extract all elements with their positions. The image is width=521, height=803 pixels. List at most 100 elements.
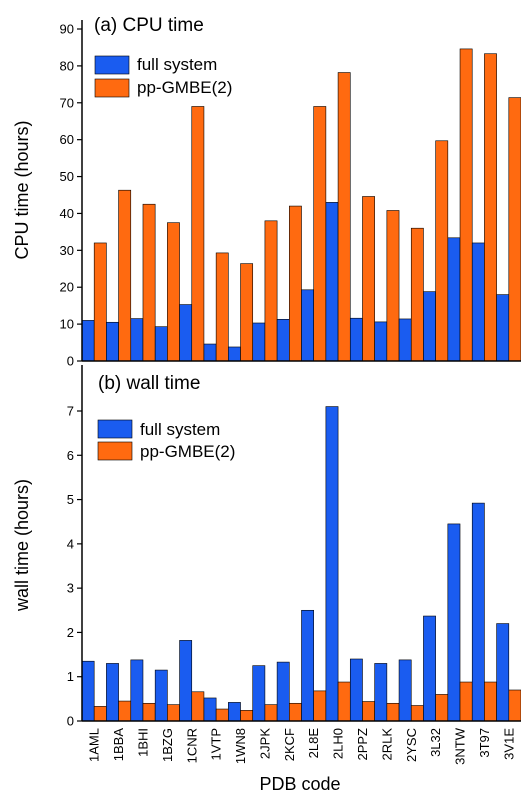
category-label-1BZG: 1BZG bbox=[160, 728, 175, 762]
cpu-bar-2YSC-full-system bbox=[398, 318, 412, 362]
wall-bar-1VTP-full-system bbox=[203, 697, 217, 722]
wall-bar-1BBA-full-system bbox=[106, 663, 119, 722]
wall-bar-2L8E-full-system bbox=[301, 609, 314, 722]
wall-bar-3L32-pp-gmbe bbox=[435, 694, 449, 722]
wall-bar-2YSC-pp-gmbe bbox=[410, 705, 424, 722]
cpu-bar-2PPZ-full-system bbox=[349, 317, 363, 362]
wall-legend-pp-swatch bbox=[97, 441, 133, 461]
cpu-bar-2L8E-full-system bbox=[301, 289, 314, 362]
wall-time-y-ticks: 0 1 2 3 4 5 6 7 bbox=[67, 404, 82, 729]
cpu-bar-3T97-full-system bbox=[471, 242, 485, 362]
cpu-bar-2KCF-full-system bbox=[276, 319, 290, 362]
wall-bar-3NTW-full-system bbox=[447, 523, 461, 722]
wall-bar-2JPK-full-system bbox=[252, 665, 266, 722]
cpu-time-bars bbox=[81, 48, 521, 362]
wall-bar-3NTW-pp-gmbe bbox=[459, 681, 473, 722]
wall-y-tick-label-6: 6 bbox=[67, 448, 74, 463]
wall-y-tick-label-4: 4 bbox=[67, 536, 74, 551]
cpu-bar-1CNR-full-system bbox=[179, 304, 193, 362]
wall-y-tick-label-1: 1 bbox=[67, 669, 74, 684]
wall-bar-1BBA-pp-gmbe bbox=[118, 700, 132, 722]
wall-bar-2RLK-pp-gmbe bbox=[386, 702, 400, 722]
category-label-1CNR: 1CNR bbox=[184, 728, 199, 763]
wall-time-y-axis-title: wall time (hours) bbox=[12, 479, 32, 612]
cpu-bar-2L8E-pp-gmbe bbox=[313, 106, 327, 362]
cpu-bar-3NTW-full-system bbox=[447, 237, 461, 362]
cpu-bar-1CNR-pp-gmbe bbox=[191, 106, 205, 362]
cpu-bar-1VTP-pp-gmbe bbox=[215, 252, 229, 362]
wall-time-panel: 0 1 2 3 4 5 6 7 (b) wall time full system pp-GM… bbox=[12, 365, 521, 729]
category-label-1BHI: 1BHI bbox=[135, 728, 150, 757]
category-label-1AML: 1AML bbox=[87, 728, 102, 762]
category-label-2LH0: 2LH0 bbox=[331, 728, 346, 759]
category-label-1BBA: 1BBA bbox=[111, 728, 126, 762]
wall-bar-1BZG-pp-gmbe bbox=[167, 704, 180, 722]
wall-legend-full-swatch bbox=[97, 419, 133, 439]
wall-bar-3V1E-full-system bbox=[496, 623, 510, 722]
wall-bar-3T97-pp-gmbe bbox=[484, 681, 497, 722]
cpu-bar-3L32-pp-gmbe bbox=[435, 140, 449, 362]
wall-bar-2JPK-pp-gmbe bbox=[264, 704, 278, 722]
cpu-bar-2PPZ-pp-gmbe bbox=[362, 196, 375, 362]
cpu-bar-1AML-pp-gmbe bbox=[93, 242, 107, 362]
cpu-legend-pp-label: pp-GMBE(2) bbox=[137, 78, 232, 97]
wall-legend-pp-label: pp-GMBE(2) bbox=[140, 442, 235, 461]
cpu-bar-1WN8-full-system bbox=[228, 346, 241, 362]
cpu-bar-1BHI-full-system bbox=[130, 318, 144, 362]
wall-bar-1BHI-pp-gmbe bbox=[142, 702, 156, 722]
wall-bar-2L8E-pp-gmbe bbox=[313, 690, 327, 722]
wall-bar-2PPZ-full-system bbox=[349, 658, 363, 722]
wall-y-tick-label-0: 0 bbox=[67, 714, 74, 729]
cpu-legend-full-swatch bbox=[94, 55, 130, 75]
category-label-3T97: 3T97 bbox=[477, 728, 492, 758]
cpu-time-y-ticks: 0 10 20 30 40 50 60 70 80 90 bbox=[60, 22, 82, 369]
category-label-2L8E: 2L8E bbox=[306, 728, 321, 759]
wall-bar-2KCF-pp-gmbe bbox=[289, 702, 302, 722]
wall-bar-2LH0-pp-gmbe bbox=[337, 681, 351, 722]
category-label-2PPZ: 2PPZ bbox=[355, 728, 370, 761]
wall-bar-1AML-pp-gmbe bbox=[93, 706, 107, 722]
category-label-3NTW: 3NTW bbox=[453, 727, 468, 765]
cpu-y-tick-label-40: 40 bbox=[60, 206, 74, 221]
category-labels: 1AML 1BBA 1BHI 1BZG 1CNR 1VTP 1WN8 2JPK 2KCF 2L8E… bbox=[87, 727, 517, 765]
cpu-time-panel-title: (a) CPU time bbox=[94, 15, 204, 36]
category-label-2JPK: 2JPK bbox=[257, 728, 272, 759]
cpu-legend-pp-swatch bbox=[94, 78, 130, 98]
wall-bar-3T97-full-system bbox=[471, 502, 485, 722]
cpu-bar-3L32-full-system bbox=[423, 291, 436, 362]
wall-y-tick-label-7: 7 bbox=[67, 404, 74, 419]
cpu-bar-1BBA-pp-gmbe bbox=[118, 189, 132, 362]
cpu-bar-2RLK-full-system bbox=[374, 321, 388, 362]
cpu-bar-2JPK-pp-gmbe bbox=[264, 220, 278, 362]
cpu-bar-2YSC-pp-gmbe bbox=[410, 227, 424, 362]
wall-bar-2RLK-full-system bbox=[374, 663, 388, 722]
cpu-y-tick-label-10: 10 bbox=[60, 317, 74, 332]
cpu-bar-3NTW-pp-gmbe bbox=[459, 48, 473, 362]
cpu-y-tick-label-70: 70 bbox=[60, 95, 74, 110]
wall-bar-1VTP-pp-gmbe bbox=[215, 708, 229, 722]
wall-legend-full-label: full system bbox=[140, 420, 220, 439]
wall-bar-2LH0-full-system bbox=[325, 406, 339, 722]
wall-bar-1BZG-full-system bbox=[154, 669, 168, 722]
category-label-1WN8: 1WN8 bbox=[233, 728, 248, 764]
wall-y-tick-label-3: 3 bbox=[67, 581, 74, 596]
cpu-bar-1BHI-pp-gmbe bbox=[142, 203, 156, 362]
cpu-bar-2KCF-pp-gmbe bbox=[289, 205, 302, 362]
wall-bar-3L32-full-system bbox=[423, 615, 436, 722]
cpu-bar-2RLK-pp-gmbe bbox=[386, 210, 400, 362]
cpu-y-tick-label-0: 0 bbox=[67, 354, 74, 369]
wall-bar-2PPZ-pp-gmbe bbox=[362, 701, 375, 722]
wall-bar-1AML-full-system bbox=[81, 660, 95, 722]
wall-y-tick-label-5: 5 bbox=[67, 492, 74, 507]
wall-bar-1WN8-full-system bbox=[228, 702, 241, 722]
wall-bar-1CNR-full-system bbox=[179, 640, 193, 722]
x-axis-title: PDB code bbox=[259, 774, 340, 794]
category-label-2YSC: 2YSC bbox=[404, 728, 419, 762]
cpu-y-tick-label-50: 50 bbox=[60, 169, 74, 184]
wall-bar-2YSC-full-system bbox=[398, 659, 412, 722]
cpu-bar-2LH0-pp-gmbe bbox=[337, 72, 351, 362]
wall-time-panel-title: (b) wall time bbox=[98, 373, 200, 394]
cpu-time-panel: 0 10 20 30 40 50 60 70 80 90 (a) CPU time full sy… bbox=[12, 15, 521, 369]
cpu-bar-1BZG-full-system bbox=[154, 326, 168, 362]
cpu-bar-3V1E-pp-gmbe bbox=[508, 97, 521, 362]
